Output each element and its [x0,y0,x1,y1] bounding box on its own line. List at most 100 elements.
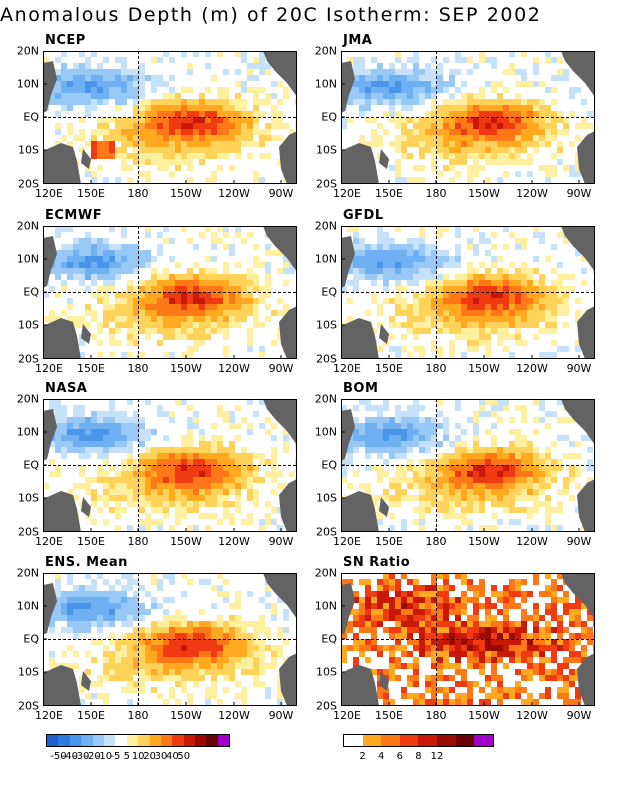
landmass [379,324,389,344]
landmass [43,61,57,113]
lon-label: 90W [268,709,294,722]
lat-label: 20S [18,352,39,366]
colorbar-swatch [103,735,116,746]
lon-label: 180 [425,187,447,200]
landmass [279,653,297,706]
colorbar-label: -50 [50,751,67,762]
lat-label: EQ [321,458,337,472]
colorbar-swatch [436,735,456,746]
landmass [263,226,297,272]
lon-label: 120E [333,709,361,722]
lon-label: 150W [468,187,500,200]
lon-label: 120W [516,709,548,722]
lon-label: 90W [566,709,592,722]
anomaly-field-map [341,573,595,706]
lon-label: 150W [468,535,500,548]
landmass [279,479,297,532]
lon-label: 120E [333,362,361,375]
lat-label: 10S [316,665,337,679]
colorbar-swatch [362,735,382,746]
lat-label: 20S [18,525,39,539]
lon-label: 150E [375,362,403,375]
colorbar-swatch [399,735,419,746]
lat-label: 20S [316,699,337,713]
colorbar-label: -10 [95,751,113,762]
lat-label: 20N [16,392,39,406]
colorbar-swatch [381,735,400,746]
landmass [341,583,355,635]
landmass [43,318,81,359]
panel-title: ENS. Mean [45,555,128,570]
colorbar-swatch [69,735,82,746]
colorbar-label: -5 [110,751,121,762]
colorbar-swatch [115,735,127,746]
landmass [577,479,595,532]
lon-label: 120E [35,709,63,722]
colorbar-swatch [172,735,184,746]
landmass [81,149,91,169]
lon-label: 90W [268,187,294,200]
colorbar-label: 20 [143,751,156,762]
colorbar-swatch [474,735,493,746]
lon-label: 150W [170,187,202,200]
colorbar-swatch [138,735,150,746]
colorbar-swatch [183,735,196,746]
lat-label: 10N [16,425,39,439]
landmass [561,226,595,272]
landmass [341,236,355,288]
panel-title: GFDL [343,208,384,223]
colorbar-label: 10 [131,751,145,762]
lon-label: 120W [516,362,548,375]
map-panel-ens-mean: ENS. Mean 20N 10N EQ 10S 20S 120E 150E 180 150W 12… [17,555,297,722]
colorbar-label: 2 [359,751,366,762]
lon-label: 150W [170,535,202,548]
landmass [561,573,595,619]
landmass [43,143,81,184]
colorbar-swatch [149,735,161,746]
lon-label: 180 [127,362,149,375]
colorbar-label: 40 [166,751,179,762]
landmass [379,149,389,169]
landmass [43,409,57,461]
colorbar-label: 5 [123,751,130,762]
lat-label: 20S [18,177,39,191]
lat-label: 20S [316,352,337,366]
panel-title: ECMWF [45,208,103,223]
panel-title: SN Ratio [343,555,411,570]
landmass [379,497,389,517]
lat-label: 10N [16,599,39,613]
lon-label: 120W [516,535,548,548]
lon-label: 150E [375,709,403,722]
colorbar-swatch [217,735,230,746]
lat-label: 20N [314,44,337,58]
lon-label: 90W [268,535,294,548]
lat-label: EQ [23,285,39,299]
lon-label: 150E [77,362,105,375]
anomaly-field-map [341,51,595,184]
lon-label: 120W [218,709,250,722]
panel-title: NCEP [45,33,86,48]
lat-label: 10S [18,665,39,679]
colorbar-swatch [160,735,173,746]
lat-label: 20N [16,219,39,233]
anomaly-field-map [341,399,595,532]
colorbar-swatch [206,735,218,746]
colorbar-swatch [126,735,139,746]
colorbar-label: -30 [73,751,90,762]
lon-label: 150W [170,362,202,375]
lon-label: 180 [425,362,447,375]
anomaly-field-map [43,399,297,532]
lat-label: 20N [16,566,39,580]
landmass [279,131,297,184]
lat-label: 10N [314,425,337,439]
map-panel-gfdl: GFDL 20N 10N EQ 10S 20S 120E 150E 180 150W 120W 90W [315,208,595,375]
lon-label: 150W [468,709,500,722]
lon-label: 180 [425,709,447,722]
landmass [561,399,595,445]
lon-label: 180 [127,535,149,548]
lat-label: 20N [314,566,337,580]
lat-label: 10N [314,77,337,91]
landmass [341,409,355,461]
colorbar-label: -40 [61,751,78,762]
colorbar-swatch [92,735,104,746]
